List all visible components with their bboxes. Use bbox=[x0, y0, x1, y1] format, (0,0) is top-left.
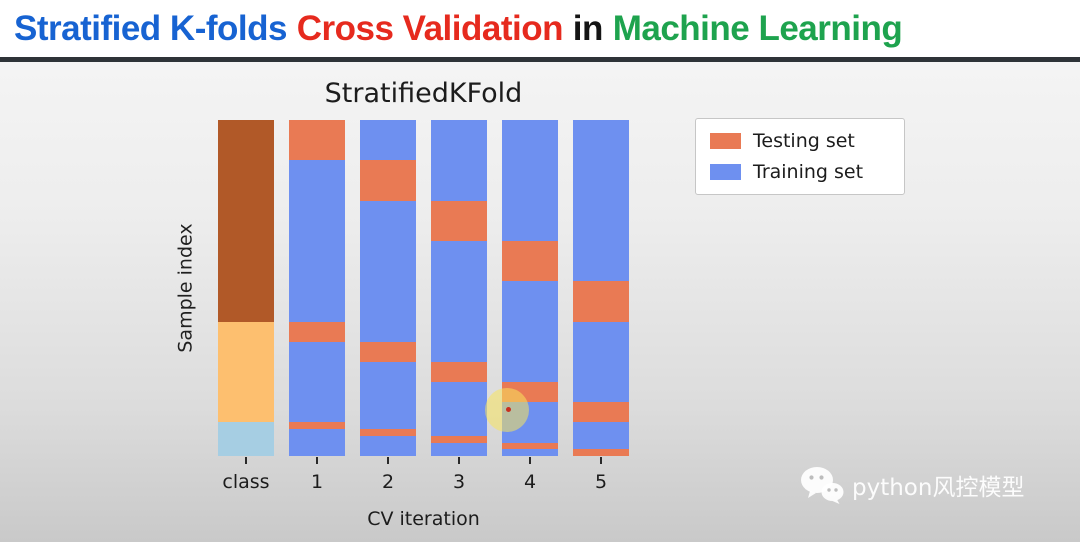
testing-segment-1 bbox=[573, 402, 629, 423]
title-part-stratified-k-folds: Stratified K-folds bbox=[14, 8, 287, 48]
x-tick-cell: 3 bbox=[431, 457, 487, 493]
x-tick-cell: 5 bbox=[573, 457, 629, 493]
class-segment-2 bbox=[218, 422, 274, 456]
class-segment-1 bbox=[218, 321, 274, 423]
testing-segment-1 bbox=[289, 321, 345, 342]
testing-set-swatch bbox=[710, 133, 741, 149]
plot-region bbox=[218, 120, 629, 456]
x-tick-label: class bbox=[222, 471, 270, 493]
x-tick-mark bbox=[529, 457, 531, 464]
legend-item-training-set: Training set bbox=[710, 161, 890, 183]
testing-segment-0 bbox=[289, 120, 345, 161]
title-part-cross-validation: Cross Validation bbox=[296, 8, 564, 48]
training-region bbox=[431, 120, 487, 456]
x-tick-mark bbox=[600, 457, 602, 464]
x-tick-label: 1 bbox=[310, 471, 324, 493]
training-region bbox=[289, 120, 345, 456]
testing-segment-2 bbox=[502, 442, 558, 450]
testing-segment-2 bbox=[289, 422, 345, 430]
page-title: Stratified K-folds Cross Validation in Mach… bbox=[14, 9, 912, 49]
testing-segment-0 bbox=[360, 160, 416, 201]
testing-segment-1 bbox=[431, 361, 487, 383]
title-part-in: in bbox=[572, 8, 604, 48]
chart-title: StratifiedKFold bbox=[324, 78, 523, 109]
wechat-icon bbox=[801, 467, 844, 504]
training-set-swatch bbox=[710, 164, 741, 180]
cursor-highlight bbox=[485, 388, 529, 432]
testing-segment-0 bbox=[573, 281, 629, 322]
title-banner: Stratified K-folds Cross Validation in Mach… bbox=[0, 0, 1080, 57]
title-part-machine-learning: Machine Learning bbox=[612, 8, 903, 48]
x-tick-cell: 1 bbox=[289, 457, 345, 493]
x-tick-label: 4 bbox=[523, 471, 537, 493]
x-tick-cell: 2 bbox=[360, 457, 416, 493]
testing-segment-0 bbox=[502, 240, 558, 282]
legend: Testing set Training set bbox=[695, 118, 905, 195]
x-tick-mark bbox=[245, 457, 247, 464]
y-axis-label-text: Sample index bbox=[175, 223, 198, 353]
testing-segment-2 bbox=[431, 435, 487, 443]
testing-segment-0 bbox=[431, 200, 487, 241]
x-axis-label: CV iteration bbox=[367, 508, 480, 530]
x-axis-ticks: class 1 2 3 4 5 bbox=[218, 457, 629, 493]
watermark: python风控模型 bbox=[800, 466, 1024, 504]
x-tick-label: 3 bbox=[452, 471, 466, 493]
x-tick-mark bbox=[458, 457, 460, 464]
title-underline bbox=[0, 57, 1080, 62]
class-bar bbox=[218, 120, 274, 456]
testing-segment-2 bbox=[573, 449, 629, 456]
fold-bar-3 bbox=[431, 120, 487, 456]
x-tick-mark bbox=[316, 457, 318, 464]
fold-bar-5 bbox=[573, 120, 629, 456]
testing-segment-2 bbox=[360, 429, 416, 436]
x-tick-cell: 4 bbox=[502, 457, 558, 493]
fold-bar-1 bbox=[289, 120, 345, 456]
class-segment-0 bbox=[218, 120, 274, 322]
legend-label-training: Training set bbox=[753, 161, 864, 183]
testing-segment-1 bbox=[360, 341, 416, 362]
y-axis-label: Sample index bbox=[168, 120, 204, 456]
fold-bar-2 bbox=[360, 120, 416, 456]
x-tick-cell: class bbox=[218, 457, 274, 493]
x-tick-mark bbox=[387, 457, 389, 464]
watermark-text: python风控模型 bbox=[852, 475, 1025, 501]
legend-label-testing: Testing set bbox=[753, 130, 855, 152]
x-tick-label: 5 bbox=[594, 471, 608, 493]
legend-item-testing-set: Testing set bbox=[710, 130, 890, 152]
x-tick-label: 2 bbox=[381, 471, 395, 493]
